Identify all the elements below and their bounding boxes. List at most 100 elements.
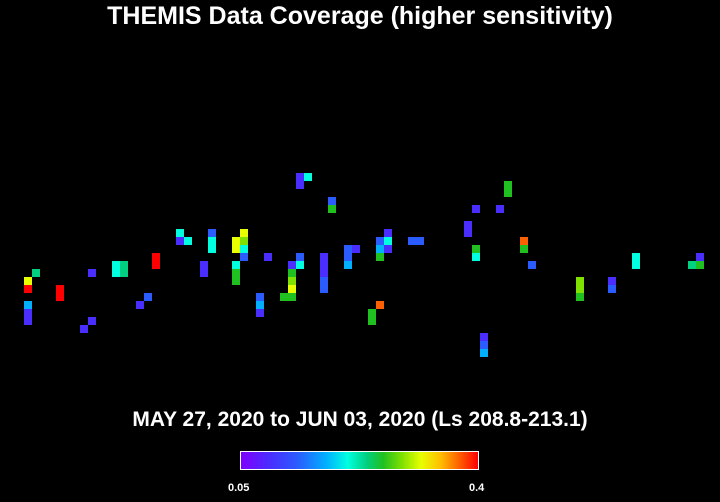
coverage-tile (632, 261, 640, 269)
coverage-tile (232, 245, 240, 253)
coverage-tile (240, 253, 248, 261)
coverage-tile (320, 269, 328, 277)
coverage-tile (528, 261, 536, 269)
date-range: MAY 27, 2020 to JUN 03, 2020 (Ls 208.8-2… (132, 408, 588, 431)
coverage-tile (576, 285, 584, 293)
coverage-tile (264, 253, 272, 261)
coverage-tile (296, 261, 304, 269)
coverage-tile (112, 261, 120, 269)
page-title: THEMIS Data Coverage (higher sensitivity… (107, 2, 613, 30)
coverage-tile (24, 317, 32, 325)
coverage-tile (232, 269, 240, 277)
coverage-tile (688, 261, 696, 269)
coverage-tile (296, 173, 304, 181)
coverage-tile (88, 317, 96, 325)
coverage-tile (472, 253, 480, 261)
colorbar (240, 451, 479, 470)
coverage-tile (344, 245, 352, 253)
coverage-tile (288, 261, 296, 269)
coverage-tile (296, 253, 304, 261)
coverage-tile (472, 205, 480, 213)
coverage-tile (56, 293, 64, 301)
coverage-tile (288, 293, 296, 301)
coverage-tile (184, 237, 192, 245)
coverage-tile (288, 277, 296, 285)
coverage-tile (576, 293, 584, 301)
coverage-tile (136, 301, 144, 309)
coverage-tile (696, 261, 704, 269)
coverage-tile (240, 245, 248, 253)
coverage-tile (256, 309, 264, 317)
coverage-tile (24, 285, 32, 293)
coverage-tile (208, 245, 216, 253)
coverage-tile (152, 261, 160, 269)
coverage-tile (352, 245, 360, 253)
coverage-tile (176, 237, 184, 245)
coverage-tile (384, 237, 392, 245)
coverage-tile (320, 253, 328, 261)
coverage-tile (608, 277, 616, 285)
coverage-tile (384, 229, 392, 237)
coverage-tile (696, 253, 704, 261)
coverage-tile (368, 309, 376, 317)
coverage-tile (344, 261, 352, 269)
coverage-tile (576, 277, 584, 285)
coverage-tile (304, 173, 312, 181)
coverage-tile (480, 333, 488, 341)
coverage-tile (88, 269, 96, 277)
coverage-tile (24, 301, 32, 309)
coverage-tile (176, 229, 184, 237)
coverage-tile (328, 205, 336, 213)
coverage-tile (504, 181, 512, 189)
coverage-tile (344, 253, 352, 261)
coverage-tile (288, 269, 296, 277)
coverage-tile (320, 261, 328, 269)
coverage-tile (376, 301, 384, 309)
coverage-tile (480, 341, 488, 349)
colorbar-max-label: 0.4 (469, 482, 485, 494)
coverage-tile (504, 189, 512, 197)
coverage-tile (144, 293, 152, 301)
coverage-tile (320, 285, 328, 293)
coverage-tile (232, 261, 240, 269)
coverage-tile (376, 245, 384, 253)
coverage-tile (200, 261, 208, 269)
coverage-tile (320, 277, 328, 285)
coverage-tile (472, 245, 480, 253)
coverage-tile (152, 253, 160, 261)
coverage-tile (464, 221, 472, 229)
colorbar-min-label: 0.05 (228, 482, 250, 494)
coverage-tile (24, 277, 32, 285)
coverage-tile (296, 181, 304, 189)
coverage-tile (32, 269, 40, 277)
coverage-tile (208, 237, 216, 245)
coverage-tile (208, 229, 216, 237)
coverage-tile (496, 205, 504, 213)
coverage-tile (288, 285, 296, 293)
coverage-tile (480, 349, 488, 357)
coverage-tile (120, 261, 128, 269)
coverage-tile (328, 197, 336, 205)
coverage-tile (376, 237, 384, 245)
coverage-tile (416, 237, 424, 245)
coverage-tile (520, 245, 528, 253)
coverage-tile (256, 301, 264, 309)
coverage-tile (384, 245, 392, 253)
coverage-tile (56, 285, 64, 293)
coverage-tile (200, 269, 208, 277)
coverage-tile (632, 253, 640, 261)
coverage-tile (80, 325, 88, 333)
coverage-tile (368, 317, 376, 325)
coverage-tile (464, 229, 472, 237)
coverage-tile (232, 237, 240, 245)
coverage-tile (112, 269, 120, 277)
coverage-tile (120, 269, 128, 277)
coverage-tile (608, 285, 616, 293)
coverage-tile (232, 277, 240, 285)
coverage-tile (24, 309, 32, 317)
coverage-tile (520, 237, 528, 245)
coverage-tile (280, 293, 288, 301)
coverage-tile (240, 237, 248, 245)
coverage-tile (376, 253, 384, 261)
